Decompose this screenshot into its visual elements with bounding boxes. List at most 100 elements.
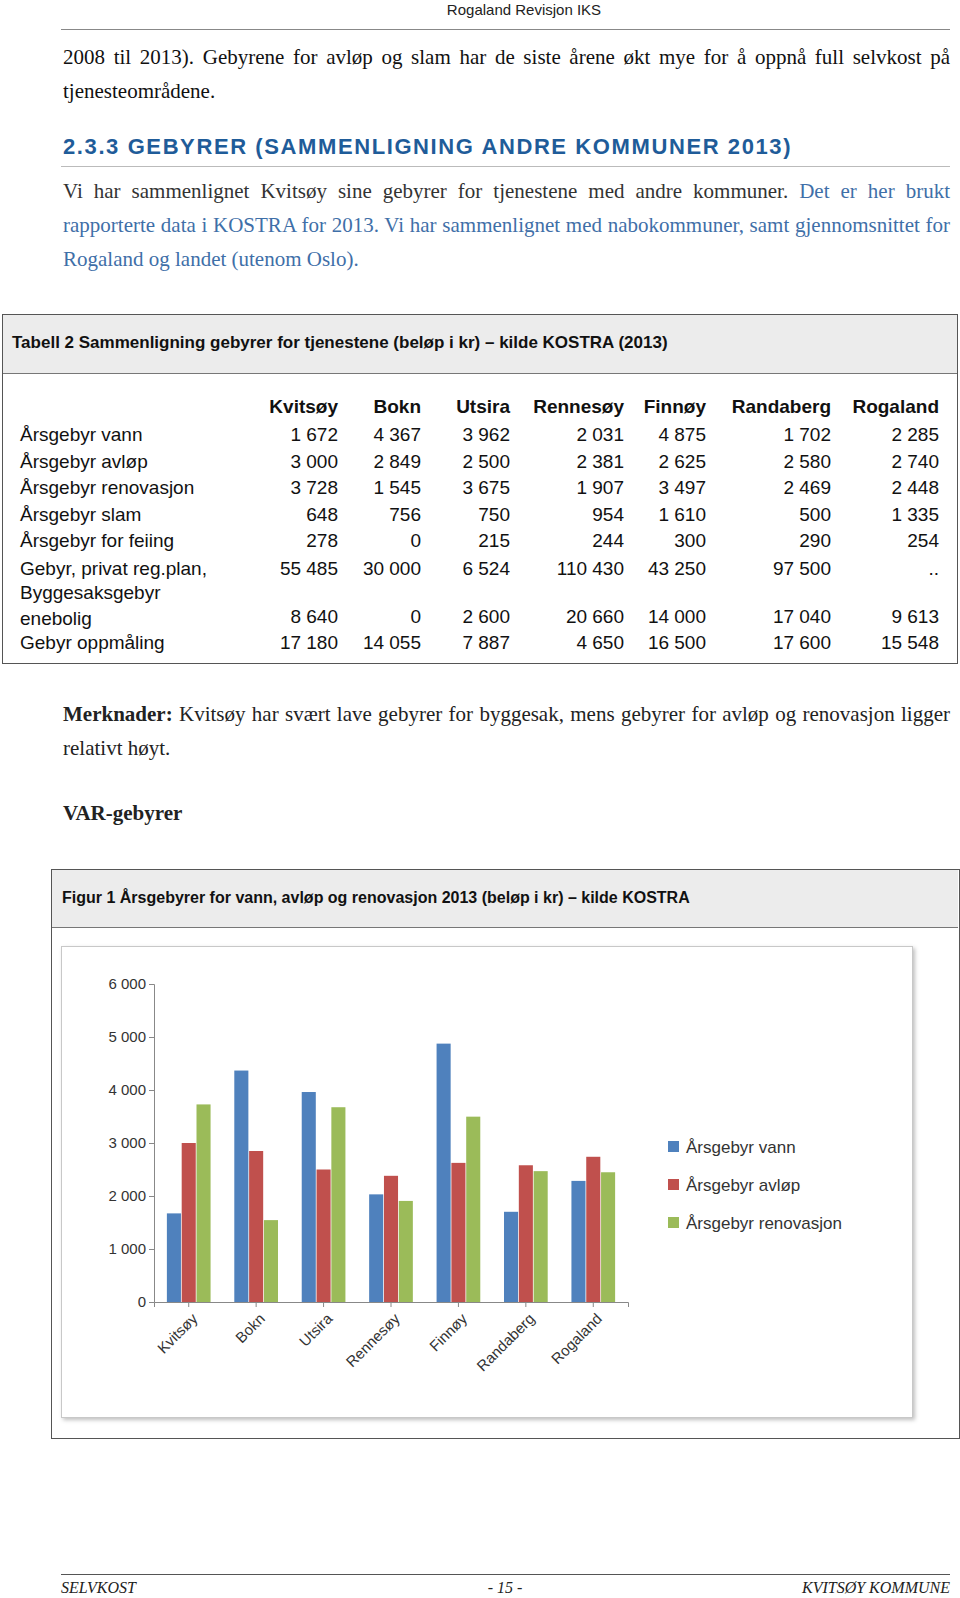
legend-swatch	[668, 1217, 679, 1228]
tick-mark	[149, 1143, 154, 1144]
table-cell: 1 672	[208, 423, 338, 447]
remarks-label: Merknader:	[63, 702, 173, 726]
table-cell: 55 485	[208, 557, 338, 581]
column-header: Rennesøy	[484, 396, 624, 418]
bar	[317, 1170, 331, 1303]
tick-label: Rennesøy	[342, 1309, 403, 1370]
legend-label: Årsgebyr renovasjon	[686, 1214, 842, 1233]
table-cell: 17 180	[208, 631, 338, 655]
legend-entry: Årsgebyr avløp	[668, 1176, 800, 1195]
tick-label: Kvitsøy	[154, 1309, 201, 1356]
tick-label: 4 000	[108, 1081, 146, 1098]
tick-label: Randaberg	[473, 1310, 538, 1375]
table-cell: 17 040	[701, 605, 831, 629]
table-cell: 3 000	[208, 450, 338, 474]
table-cell: 756	[291, 503, 421, 527]
table-cell: 7 887	[380, 631, 510, 655]
bar	[399, 1201, 413, 1302]
x-tick: Finnøy	[426, 1302, 471, 1354]
x-tick: Rogaland	[548, 1302, 605, 1367]
bar	[167, 1213, 181, 1302]
table-cell: 2 381	[494, 450, 624, 474]
tick-mark	[593, 1302, 594, 1307]
table-cell: 43 250	[576, 557, 706, 581]
table-cell: 3 497	[576, 476, 706, 500]
row-label: Gebyr oppmåling	[20, 631, 280, 655]
table-cell: 3 728	[208, 476, 338, 500]
table-cell: 2 031	[494, 423, 624, 447]
bar	[571, 1181, 585, 1302]
table-cell: 0	[291, 529, 421, 553]
header-text: Rogaland Revisjon IKS	[447, 1, 601, 18]
column-header: Bokn	[281, 396, 421, 418]
table-cell: 2 625	[576, 450, 706, 474]
bar	[384, 1176, 398, 1302]
tick-mark	[149, 1249, 154, 1250]
legend-label: Årsgebyr vann	[686, 1138, 796, 1157]
footer-rule	[61, 1574, 950, 1575]
table-cell: 278	[208, 529, 338, 553]
y-tick: 1 000	[108, 1240, 154, 1257]
table-cell: 4 875	[576, 423, 706, 447]
table-title: Tabell 2 Sammenligning gebyrer for tjene…	[12, 333, 668, 353]
header-rule	[61, 29, 950, 30]
table-cell: 2 740	[809, 450, 939, 474]
remarks-text: Kvitsøy har svært lave gebyrer for bygge…	[63, 702, 950, 760]
row-label: Byggesaksgebyr enebolig	[20, 580, 180, 632]
column-header: Finnøy	[566, 396, 706, 418]
tick-label: 1 000	[108, 1240, 146, 1257]
bar	[197, 1104, 211, 1302]
table-cell: 20 660	[494, 605, 624, 629]
page-header: Rogaland Revisjon IKS	[0, 0, 960, 24]
tick-label: Finnøy	[426, 1309, 471, 1354]
table-cell: 4 367	[291, 423, 421, 447]
table-cell: 9 613	[809, 605, 939, 629]
bar	[601, 1172, 615, 1302]
bars	[167, 1044, 615, 1302]
y-tick: 2 000	[108, 1187, 154, 1204]
tick-label: Utsira	[296, 1309, 336, 1349]
y-tick: 4 000	[108, 1081, 154, 1098]
table-cell: 2 580	[701, 450, 831, 474]
table-cell: 1 610	[576, 503, 706, 527]
x-tick: Rennesøy	[342, 1302, 403, 1370]
bar	[331, 1107, 345, 1302]
x-tick: Randaberg	[473, 1302, 538, 1374]
column-header: Kvitsøy	[198, 396, 338, 418]
table-cell: 2 600	[380, 605, 510, 629]
tick-label: 6 000	[108, 975, 146, 992]
legend-swatch	[668, 1179, 679, 1190]
legend-entry: Årsgebyr vann	[668, 1138, 796, 1157]
tick-mark	[188, 1302, 189, 1307]
x-tick: Bokn	[232, 1302, 268, 1346]
table-cell: 15 548	[809, 631, 939, 655]
table-cell: 4 650	[494, 631, 624, 655]
table-cell: 0	[291, 605, 421, 629]
tick-mark	[391, 1302, 392, 1307]
table-cell: 215	[380, 529, 510, 553]
bar	[249, 1151, 263, 1302]
y-axis: 01 0002 0003 0004 0005 0006 000	[108, 975, 154, 1310]
bar	[182, 1143, 196, 1302]
legend: Årsgebyr vann Årsgebyr avløp Årsgebyr reno…	[668, 1138, 842, 1233]
series	[182, 1143, 601, 1302]
tick-mark	[256, 1302, 257, 1307]
row-label: Årsgebyr for feiing	[20, 529, 280, 553]
tick-label: Bokn	[232, 1310, 268, 1346]
tick-label: 2 000	[108, 1187, 146, 1204]
column-header: Randaberg	[691, 396, 831, 418]
tick-mark	[149, 1037, 154, 1038]
bar	[264, 1220, 278, 1302]
axis-line	[149, 985, 155, 1303]
table-cell: 290	[701, 529, 831, 553]
table-cell: 300	[576, 529, 706, 553]
bar	[369, 1194, 383, 1302]
row-label: Årsgebyr vann	[20, 423, 280, 447]
y-tick: 0	[138, 1293, 154, 1310]
series	[197, 1104, 616, 1302]
x-axis: Kvitsøy Bokn UtsiraRennesøy FinnøyRandaberg…	[154, 1302, 629, 1374]
table-cell: 750	[380, 503, 510, 527]
column-header: Utsira	[370, 396, 510, 418]
x-tick: Kvitsøy	[154, 1302, 201, 1357]
legend-swatch	[668, 1141, 679, 1152]
